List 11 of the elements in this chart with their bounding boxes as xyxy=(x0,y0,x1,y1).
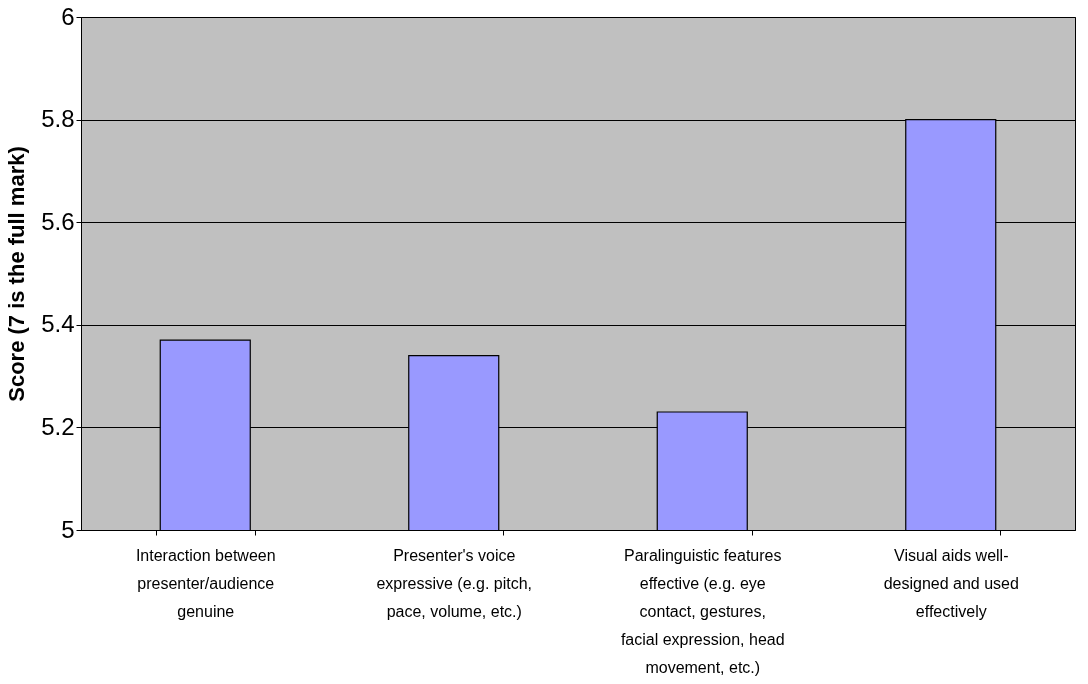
y-tick-label: 5.6 xyxy=(41,207,75,235)
y-tick-label: 5.8 xyxy=(41,105,75,133)
x-tick-label: Presenter's voice expressive (e.g. pitch, pace, volume, etc.) xyxy=(376,546,533,620)
x-tick-label: Interaction between presenter/audience genuine xyxy=(135,546,276,620)
y-tick-label: 5 xyxy=(61,515,75,543)
y-axis-title: Score (7 is the full mark) xyxy=(4,146,30,402)
x-tick-label: Visual aids well-designed and used effectively xyxy=(883,546,1019,620)
y-tick-label: 5.2 xyxy=(41,412,75,440)
y-tick-label: 6 xyxy=(61,2,75,30)
y-tick-label: 5.4 xyxy=(41,310,75,338)
x-tick-label: Paralinguistic features effective (e.g. eye contact, gestures, facial expression, head movement, etc.) xyxy=(620,546,785,676)
